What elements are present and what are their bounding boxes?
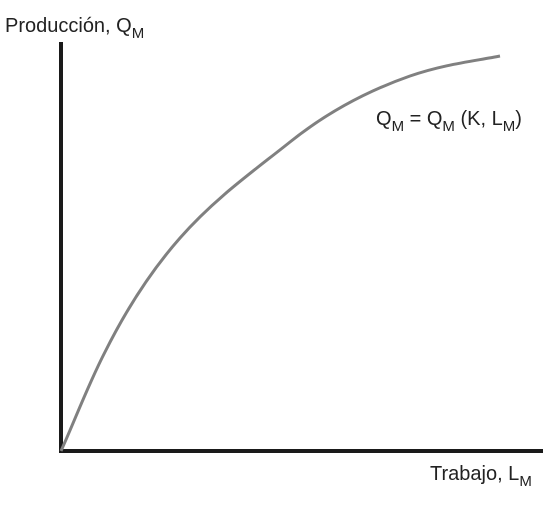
label-subscript: M xyxy=(442,118,455,135)
label-text: Trabajo, L xyxy=(430,463,519,485)
curve-label: QM = QM (K, LM) xyxy=(376,108,522,135)
y-axis-label: Producción, QM xyxy=(5,15,144,42)
production-curve xyxy=(59,54,501,452)
label-subscript: M xyxy=(132,25,145,42)
label-subscript: M xyxy=(503,118,516,135)
label-text: (K, L xyxy=(455,108,503,130)
label-subscript: M xyxy=(519,473,532,490)
label-text: = Q xyxy=(404,108,442,130)
label-text: ) xyxy=(515,108,522,130)
x-axis-label: Trabajo, LM xyxy=(430,463,532,490)
label-subscript: M xyxy=(392,118,405,135)
label-text: Producción, Q xyxy=(5,15,132,37)
label-text: Q xyxy=(376,108,392,130)
